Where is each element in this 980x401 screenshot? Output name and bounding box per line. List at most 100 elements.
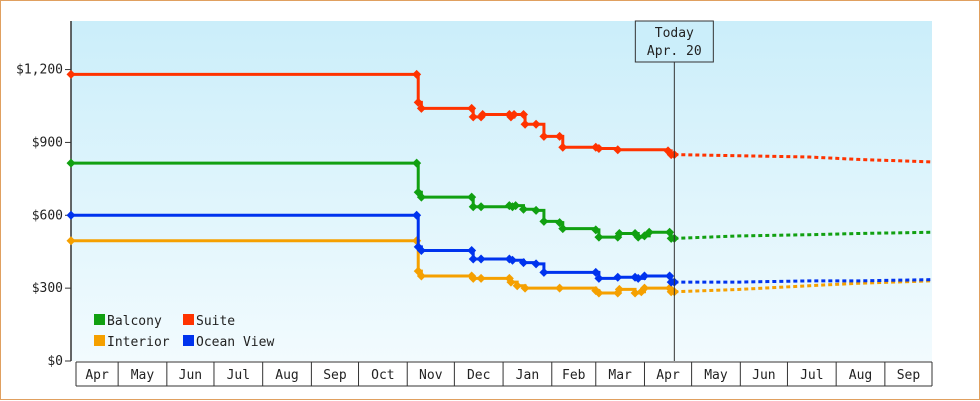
data-point-marker[interactable] (594, 273, 604, 283)
data-point-marker[interactable] (468, 112, 478, 122)
data-point-marker[interactable] (594, 288, 604, 298)
data-point-marker[interactable] (518, 258, 528, 268)
data-point-marker[interactable] (613, 145, 623, 155)
x-tick-label: Jun (179, 368, 202, 383)
data-point-marker[interactable] (591, 225, 601, 235)
data-point-marker[interactable] (539, 267, 549, 277)
data-point-marker[interactable] (518, 204, 528, 214)
today-date-label: Apr. 20 (647, 44, 702, 59)
data-point-marker[interactable] (478, 110, 488, 119)
data-point-marker[interactable] (520, 283, 530, 293)
data-point-marker[interactable] (539, 131, 549, 141)
data-point-marker[interactable] (66, 69, 76, 79)
legend-label: Interior (107, 335, 170, 350)
data-point-marker[interactable] (412, 158, 422, 168)
data-point-marker[interactable] (467, 246, 477, 255)
data-point-marker[interactable] (66, 158, 76, 168)
data-point-marker[interactable] (509, 110, 519, 119)
data-point-marker[interactable] (412, 69, 422, 79)
legend-swatch (183, 314, 194, 325)
data-point-marker[interactable] (665, 271, 675, 281)
x-tick-label: Jun (752, 368, 775, 383)
x-tick-label: Jul (227, 368, 250, 383)
x-tick-label: Mar (608, 368, 632, 383)
data-point-marker[interactable] (630, 288, 640, 298)
legend-swatch (94, 335, 105, 346)
data-point-marker[interactable] (594, 232, 604, 242)
data-point-marker[interactable] (506, 277, 516, 287)
data-point-marker[interactable] (507, 255, 517, 265)
data-point-marker[interactable] (614, 229, 624, 238)
data-point-marker[interactable] (614, 284, 624, 294)
today-label: Today (655, 26, 694, 41)
legend-item-interior: Interior (94, 335, 170, 350)
x-tick-label: Jul (800, 368, 823, 383)
data-point-marker[interactable] (665, 227, 675, 237)
y-tick-label: $1,200 (16, 63, 63, 78)
data-point-marker[interactable] (558, 142, 568, 152)
data-point-marker[interactable] (520, 119, 530, 129)
series-interior (66, 236, 931, 298)
forecast-line (674, 153, 931, 164)
legend-item-ocean-view: Ocean View (183, 335, 274, 350)
legend-swatch (94, 314, 105, 325)
x-tick-label: May (131, 368, 155, 383)
data-point-marker[interactable] (476, 254, 486, 264)
y-tick-label: $0 (47, 354, 63, 369)
data-point-marker[interactable] (416, 271, 426, 281)
data-point-marker[interactable] (512, 281, 522, 291)
data-point-marker[interactable] (476, 273, 486, 283)
x-tick-label: Apr (85, 368, 109, 383)
data-point-marker[interactable] (467, 192, 477, 202)
y-tick-label: $600 (32, 208, 63, 223)
series-suite (66, 69, 931, 164)
x-tick-label: Aug (275, 368, 298, 383)
data-point-marker[interactable] (531, 259, 541, 269)
data-point-marker[interactable] (416, 192, 426, 202)
x-tick-label: Nov (419, 368, 443, 383)
x-tick-label: Jan (516, 368, 539, 383)
x-tick-label: Sep (897, 368, 921, 383)
y-tick-label: $900 (32, 135, 63, 150)
data-point-marker[interactable] (555, 283, 565, 293)
x-tick-label: May (704, 368, 728, 383)
legend-item-balcony: Balcony (94, 314, 162, 329)
data-point-marker[interactable] (644, 227, 654, 237)
legend-item-suite: Suite (183, 314, 235, 329)
data-point-marker[interactable] (639, 271, 649, 281)
x-tick-label: Aug (849, 368, 872, 383)
data-point-marker[interactable] (511, 201, 521, 211)
x-tick-label: Feb (562, 368, 586, 383)
data-point-marker[interactable] (613, 272, 623, 282)
data-point-marker[interactable] (416, 103, 426, 113)
data-point-marker[interactable] (639, 283, 649, 293)
data-point-marker[interactable] (518, 110, 528, 119)
data-point-marker[interactable] (468, 273, 478, 283)
y-tick-label: $300 (32, 281, 63, 296)
legend-swatch (183, 335, 194, 346)
data-point-marker[interactable] (555, 218, 565, 228)
data-point-marker[interactable] (468, 202, 478, 212)
data-point-marker[interactable] (416, 246, 426, 255)
data-point-marker[interactable] (468, 254, 478, 264)
data-point-marker[interactable] (66, 236, 76, 246)
data-point-marker[interactable] (412, 210, 422, 220)
data-point-marker[interactable] (594, 144, 604, 153)
data-point-marker[interactable] (467, 103, 477, 113)
data-point-marker[interactable] (476, 202, 486, 212)
legend-label: Suite (196, 314, 235, 329)
data-point-marker[interactable] (539, 216, 549, 226)
legend-label: Ocean View (196, 335, 274, 350)
data-point-marker[interactable] (531, 119, 541, 129)
x-tick-label: Dec (467, 368, 490, 383)
data-point-marker[interactable] (531, 205, 541, 215)
x-tick-label: Oct (371, 368, 394, 383)
forecast-line (674, 279, 931, 294)
data-point-marker[interactable] (413, 97, 423, 107)
data-point-marker[interactable] (555, 131, 565, 141)
data-point-marker[interactable] (558, 224, 568, 234)
data-point-marker[interactable] (633, 232, 643, 242)
data-point-marker[interactable] (66, 210, 76, 220)
data-point-marker[interactable] (591, 267, 601, 277)
